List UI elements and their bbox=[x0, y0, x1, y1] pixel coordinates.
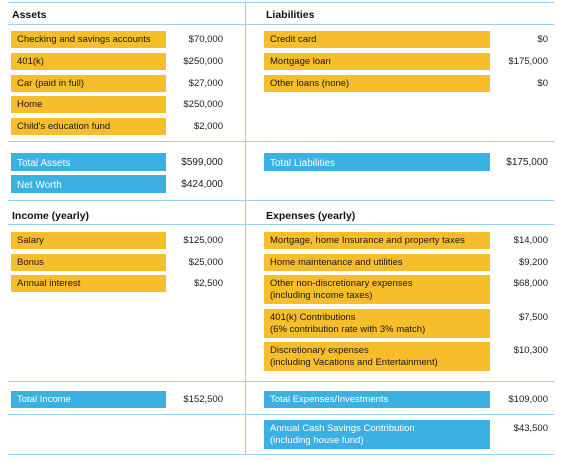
rule-expenses-items-end bbox=[8, 381, 554, 382]
income-value-interest: $2,500 bbox=[193, 278, 223, 289]
rule-assets-header bbox=[8, 24, 554, 25]
asset-item-home: Home bbox=[11, 96, 166, 113]
expense-item-discretionary: Discretionary expenses (including Vacati… bbox=[264, 342, 490, 371]
total-expenses-label: Total Expenses/Investments bbox=[264, 391, 490, 408]
liability-item-other-loans: Other loans (none) bbox=[264, 75, 490, 92]
savings-contribution-value: $43,500 bbox=[513, 423, 548, 434]
total-liabilities-value: $175,000 bbox=[506, 157, 548, 168]
rule-top bbox=[8, 2, 554, 3]
liability-value-other-loans: $0 bbox=[537, 78, 548, 89]
asset-value-checking: $70,000 bbox=[188, 34, 223, 45]
asset-item-401k: 401(k) bbox=[11, 53, 166, 70]
asset-item-education: Child's education fund bbox=[11, 118, 166, 135]
asset-value-home: $250,000 bbox=[183, 99, 223, 110]
net-worth-value: $424,000 bbox=[181, 179, 223, 190]
total-income-value: $152,500 bbox=[183, 394, 223, 405]
asset-value-401k: $250,000 bbox=[183, 56, 223, 67]
rule-bottom bbox=[8, 454, 554, 455]
rule-income-header bbox=[8, 224, 554, 225]
savings-contribution-line2: (including house fund) bbox=[270, 435, 364, 446]
expense-item-discretionary-line1: Discretionary expenses bbox=[270, 345, 369, 356]
expense-item-non-discretionary: Other non-discretionary expenses (includ… bbox=[264, 275, 490, 304]
expense-item-mortgage-label: Mortgage, home Insurance and property ta… bbox=[270, 235, 465, 246]
net-worth-label: Net Worth bbox=[11, 175, 166, 193]
expense-item-discretionary-line2: (including Vacations and Entertainment) bbox=[270, 357, 438, 368]
income-item-bonus: Bonus bbox=[11, 254, 166, 271]
expense-item-401k: 401(k) Contributions (6% contribution ra… bbox=[264, 309, 490, 338]
liability-value-credit-card: $0 bbox=[537, 34, 548, 45]
expense-item-401k-line2: (6% contribution rate with 3% match) bbox=[270, 324, 426, 335]
liability-value-mortgage: $175,000 bbox=[508, 56, 548, 67]
asset-item-car: Car (paid in full) bbox=[11, 75, 166, 92]
savings-contribution-line1: Annual Cash Savings Contribution bbox=[270, 423, 415, 434]
expense-value-discretionary: $10,300 bbox=[513, 345, 548, 356]
assets-header: Assets bbox=[12, 9, 47, 21]
income-header: Income (yearly) bbox=[12, 210, 90, 222]
expense-value-mortgage: $14,000 bbox=[513, 235, 548, 246]
expense-item-401k-line1: 401(k) Contributions bbox=[270, 312, 356, 323]
rule-center bbox=[245, 2, 246, 454]
rule-networth-end bbox=[8, 200, 554, 201]
expense-item-maintenance-label: Home maintenance and utilities bbox=[270, 257, 403, 268]
income-value-salary: $125,000 bbox=[183, 235, 223, 246]
total-assets-value: $599,000 bbox=[181, 157, 223, 168]
liability-item-mortgage: Mortgage loan bbox=[264, 53, 490, 70]
expense-item-non-discretionary-line1: Other non-discretionary expenses bbox=[270, 278, 413, 289]
liability-item-credit-card: Credit card bbox=[264, 31, 490, 48]
expense-value-401k: $7,500 bbox=[518, 312, 548, 323]
income-item-salary: Salary bbox=[11, 232, 166, 249]
liabilities-header: Liabilities bbox=[266, 9, 315, 21]
total-expenses-value: $109,000 bbox=[508, 394, 548, 405]
expense-item-maintenance: Home maintenance and utilities bbox=[264, 254, 490, 271]
expense-value-non-discretionary: $68,000 bbox=[513, 278, 548, 289]
total-assets-label: Total Assets bbox=[11, 153, 166, 171]
savings-contribution: Annual Cash Savings Contribution (includ… bbox=[264, 420, 490, 449]
expense-item-mortgage: Mortgage, home Insurance and property ta… bbox=[264, 232, 490, 249]
rule-assets-items-end bbox=[8, 141, 554, 142]
asset-item-checking: Checking and savings accounts bbox=[11, 31, 166, 48]
rule-totals-end bbox=[8, 414, 554, 415]
asset-value-car: $27,000 bbox=[188, 78, 223, 89]
expense-value-maintenance: $9,200 bbox=[518, 257, 548, 268]
income-item-interest: Annual interest bbox=[11, 275, 166, 292]
expense-item-non-discretionary-line2: (including income taxes) bbox=[270, 290, 373, 301]
asset-value-education: $2,000 bbox=[193, 121, 223, 132]
expenses-header: Expenses (yearly) bbox=[266, 210, 356, 222]
total-liabilities-label: Total Liabilities bbox=[264, 153, 490, 171]
income-value-bonus: $25,000 bbox=[188, 257, 223, 268]
total-income-label: Total Income bbox=[11, 391, 166, 408]
